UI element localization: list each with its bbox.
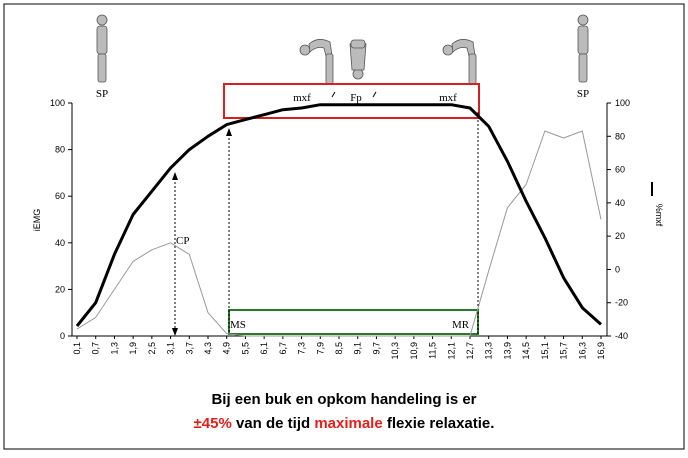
x-tick-label: 3,7: [184, 342, 194, 355]
x-tick-label: 8,5: [334, 342, 344, 355]
x-tick-label: 16,9: [596, 342, 606, 360]
x-tick-label: 4,9: [222, 342, 232, 355]
y2-tick-label: 60: [615, 165, 625, 175]
caption-part: ±45%: [194, 415, 232, 432]
caption: Bij een buk en opkom handeling is er: [211, 391, 476, 408]
y-tick-label: 0: [60, 331, 65, 341]
annotation: MS: [230, 319, 246, 331]
y-tick-label: 40: [55, 238, 65, 248]
x-tick-label: 9,7: [371, 342, 381, 355]
x-tick-label: 1,9: [128, 342, 138, 355]
caption-part: maximale: [314, 415, 382, 432]
annotation: SP: [577, 88, 589, 100]
caption-part: van de tijd: [232, 415, 315, 432]
chart: SP SP mxf Fp mxf CP MS MR Bij een buk en…: [0, 0, 688, 453]
x-tick-label: 15,1: [540, 342, 550, 360]
x-tick-label: 5,5: [240, 342, 250, 355]
x-tick-label: 7,9: [315, 342, 325, 355]
x-tick-label: 0,1: [72, 342, 82, 355]
y-axis-label: iEMG: [32, 209, 42, 232]
x-tick-label: 1,3: [109, 342, 119, 355]
y-tick-label: 100: [50, 98, 65, 108]
annotation: mxf: [293, 92, 311, 104]
x-tick-label: 0,7: [91, 342, 101, 355]
y2-tick-label: -40: [615, 331, 628, 341]
x-tick-label: 6,1: [259, 342, 269, 355]
x-tick-label: 16,3: [577, 342, 587, 360]
annotation: MR: [452, 319, 470, 331]
y-tick-label: 60: [55, 191, 65, 201]
x-tick-label: 12,7: [465, 342, 475, 360]
x-tick-label: 10,9: [409, 342, 419, 360]
y2-tick-label: 100: [615, 98, 630, 108]
y2-tick-label: 0: [615, 264, 620, 274]
annotation: mxf: [439, 92, 457, 104]
annotation: Fp: [350, 92, 362, 104]
x-tick-label: 3,1: [166, 342, 176, 355]
y-tick-label: 80: [55, 145, 65, 155]
x-tick-label: 10,3: [390, 342, 400, 360]
caption-part: flexie relaxatie.: [383, 415, 495, 432]
x-tick-label: 12,1: [446, 342, 456, 360]
x-tick-label: 9,1: [353, 342, 363, 355]
y-tick-label: 20: [55, 284, 65, 294]
x-tick-label: 6,7: [278, 342, 288, 355]
x-tick-label: 7,3: [297, 342, 307, 355]
y2-tick-label: -20: [615, 298, 628, 308]
x-tick-label: 2,5: [147, 342, 157, 355]
y2-tick-label: 20: [615, 231, 625, 241]
x-tick-label: 11,5: [428, 342, 438, 359]
x-tick-label: 14,5: [521, 342, 531, 360]
annotation: CP: [176, 235, 189, 247]
x-tick-label: 15,7: [559, 342, 569, 360]
y2-tick-label: 80: [615, 131, 625, 141]
x-tick-label: 4,3: [203, 342, 213, 355]
y2-tick-label: 40: [615, 198, 625, 208]
x-tick-label: 13,9: [502, 342, 512, 360]
x-tick-label: 13,3: [484, 342, 494, 360]
y2-axis-label: %mxf: [654, 204, 664, 227]
caption: ±45% van de tijd maximale flexie relaxat…: [194, 415, 495, 432]
annotation: SP: [96, 88, 108, 100]
